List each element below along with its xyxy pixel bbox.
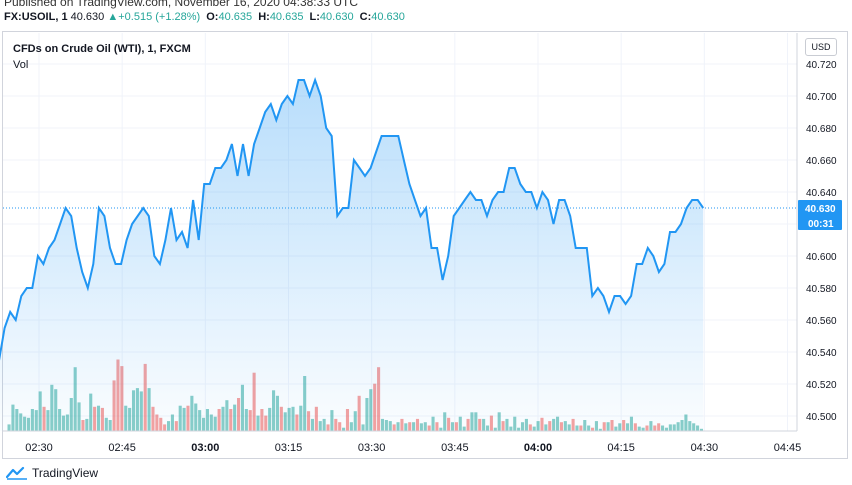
price-tick-label: 40.640 xyxy=(806,188,837,199)
published-caption: Published on TradingView.com, November 1… xyxy=(4,0,358,9)
price-tick-label: 40.660 xyxy=(806,156,837,167)
tradingview-brand[interactable]: TradingView xyxy=(6,466,98,480)
time-tick-label: 02:30 xyxy=(25,442,53,454)
price-tick-label: 40.500 xyxy=(806,412,837,423)
last-price-tag: 40.630 00:31 xyxy=(798,200,842,230)
ohlc-legend: FX:USOIL, 1 40.630 ▲+0.515 (+1.28%) O:40… xyxy=(4,11,405,23)
price-tick-label: 40.580 xyxy=(806,284,837,295)
close-value: 40.630 xyxy=(371,11,405,23)
time-tick-label: 04:45 xyxy=(774,442,802,454)
last-price: 40.630 xyxy=(70,11,105,23)
last-price-tag-value: 40.630 xyxy=(805,204,836,215)
price-tick-label: 40.540 xyxy=(806,348,837,359)
time-tick-label: 03:45 xyxy=(441,442,469,454)
bar-countdown: 00:31 xyxy=(808,219,834,230)
price-area xyxy=(0,80,704,431)
time-tick-label: 03:30 xyxy=(358,442,386,454)
low-value: 40.630 xyxy=(319,11,354,23)
time-tick-label: 04:30 xyxy=(691,442,719,454)
symbol-label: FX:USOIL, 1 xyxy=(4,11,68,23)
time-tick-label: 04:00 xyxy=(524,442,552,454)
tradingview-wordmark: TradingView xyxy=(32,466,99,480)
price-axis[interactable]: 40.500 40.520 40.540 40.560 40.580 40.600 40.6… xyxy=(796,33,837,431)
price-tick-label: 40.600 xyxy=(806,252,837,263)
close-label: C: xyxy=(359,11,372,23)
open-label: O: xyxy=(206,11,219,23)
high-value: 40.635 xyxy=(269,11,304,23)
price-tick-label: 40.680 xyxy=(806,124,837,135)
price-tick-label: 40.560 xyxy=(806,316,837,327)
low-label: L: xyxy=(309,11,320,23)
tradingview-logo-icon xyxy=(6,466,27,480)
currency-button[interactable]: USD xyxy=(805,38,837,56)
time-tick-label: 03:00 xyxy=(191,442,219,454)
price-tick-label: 40.520 xyxy=(806,380,837,391)
chart-frame xyxy=(2,31,848,459)
chart-title: CFDs on Crude Oil (WTI), 1, FXCM xyxy=(13,43,191,55)
time-tick-label: 03:15 xyxy=(275,442,303,454)
high-label: H: xyxy=(258,11,270,23)
time-tick-label: 02:45 xyxy=(108,442,136,454)
time-tick-label: 04:15 xyxy=(607,442,635,454)
price-tick-label: 40.700 xyxy=(806,92,837,103)
up-triangle-icon: ▲ xyxy=(107,11,119,23)
price-tick-label: 40.720 xyxy=(806,60,837,71)
price-change: +0.515 (+1.28%) xyxy=(118,11,201,23)
volume-label: Vol xyxy=(13,59,29,71)
time-axis[interactable]: 02:30 02:45 03:00 03:15 03:30 03:45 04:00 04:15… xyxy=(3,430,802,454)
open-value: 40.635 xyxy=(218,11,253,23)
